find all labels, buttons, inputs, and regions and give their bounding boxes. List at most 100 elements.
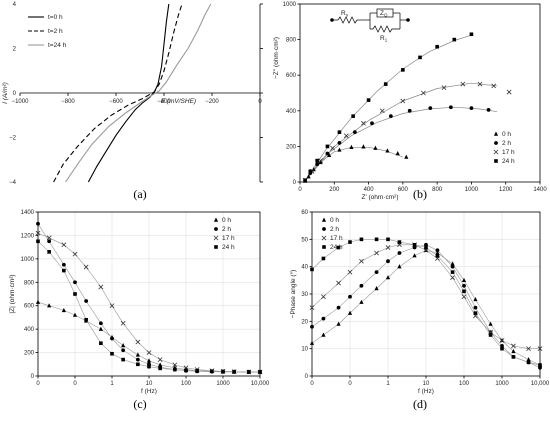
- data-point: [173, 367, 177, 372]
- data-point: [110, 351, 114, 356]
- y-tick-label: 200: [24, 351, 35, 357]
- legend-label: t=24 h: [48, 42, 67, 49]
- data-point: [450, 275, 455, 280]
- data-point: [306, 174, 311, 179]
- data-point: [386, 259, 390, 264]
- legend-marker: [494, 159, 498, 163]
- equivalent-circuit-inset: Rs ZQ R1: [330, 8, 410, 43]
- data-point: [473, 305, 478, 310]
- data-point: [366, 98, 371, 102]
- data-point: [361, 120, 366, 126]
- data-point: [373, 145, 378, 150]
- y-tick-label: 0: [293, 180, 297, 186]
- legend-marker: [321, 217, 327, 222]
- y-tick-label: 1000: [283, 2, 297, 8]
- data-point: [336, 280, 341, 286]
- data-point: [210, 369, 214, 374]
- x-tick-label: 0: [298, 187, 302, 193]
- data-point: [158, 366, 162, 371]
- data-point: [370, 121, 374, 126]
- data-point: [61, 262, 66, 267]
- y-axis-label: |Z| (ohm·cm²): [9, 274, 16, 313]
- data-point: [435, 248, 440, 253]
- data-point: [359, 283, 364, 288]
- data-point: [488, 333, 493, 337]
- data-point: [120, 320, 126, 326]
- x-tick-label: 1200: [499, 187, 513, 193]
- data-point: [347, 310, 353, 315]
- data-point: [310, 324, 314, 329]
- data-point: [309, 305, 315, 311]
- data-point: [315, 158, 319, 163]
- y-tick-label: 0: [13, 91, 17, 97]
- data-point: [98, 284, 104, 290]
- data-point: [315, 162, 320, 167]
- y-axis-label: −Z'' (ohm·cm²): [273, 37, 280, 79]
- y-tick-label: −4: [9, 180, 17, 186]
- y-tick-label: 50: [301, 237, 308, 243]
- data-point: [348, 240, 352, 244]
- legend-label: 17 h: [222, 235, 235, 242]
- data-point: [61, 307, 66, 313]
- data-point: [83, 264, 89, 270]
- data-point: [221, 369, 225, 374]
- x-tick-label: 600: [398, 187, 409, 193]
- data-point: [450, 264, 455, 269]
- data-point: [374, 286, 379, 291]
- data-point: [321, 332, 326, 337]
- legend-label: t=0 h: [48, 14, 63, 21]
- legend-label: 24 h: [330, 244, 343, 251]
- legend-label: 0 h: [222, 217, 231, 224]
- series-line-t24h: [65, 3, 212, 183]
- data-point: [318, 158, 323, 164]
- data-point: [537, 346, 543, 352]
- data-point: [407, 108, 412, 113]
- data-point: [538, 363, 542, 367]
- data-point: [379, 108, 385, 114]
- data-point: [146, 350, 152, 355]
- y-tick-label: 40: [301, 265, 308, 271]
- resistor-rs-label: Rs: [341, 10, 349, 18]
- y-tick-label: −2: [9, 136, 17, 142]
- data-point: [61, 242, 67, 248]
- legend-label: 0 h: [502, 131, 511, 138]
- data-point: [461, 277, 467, 283]
- data-point: [349, 144, 354, 149]
- data-point: [46, 235, 52, 241]
- legend-marker: [322, 245, 326, 249]
- y-axis-label: I (A/m²): [2, 82, 9, 104]
- data-point: [36, 239, 40, 244]
- data-point: [450, 261, 455, 266]
- data-point: [511, 343, 516, 349]
- data-point: [397, 240, 402, 244]
- data-point: [359, 299, 364, 304]
- data-point: [195, 369, 199, 373]
- data-point: [36, 221, 40, 226]
- data-point: [62, 268, 66, 273]
- data-point: [491, 83, 497, 89]
- cpe-zq-label: ZQ: [380, 10, 388, 18]
- data-point: [450, 270, 455, 274]
- x-axis-label: f (Hz): [141, 388, 157, 395]
- data-point: [47, 239, 52, 244]
- data-point: [35, 230, 41, 236]
- data-point: [325, 144, 330, 149]
- y-tick-label: 800: [24, 280, 35, 286]
- data-point: [157, 357, 163, 362]
- data-point: [327, 152, 332, 157]
- data-point: [500, 346, 504, 351]
- x-axis-label: Z' (ohm·cm²): [362, 194, 399, 201]
- resistor-rs-symbol: [337, 16, 358, 24]
- plot-area-frame: [299, 3, 541, 183]
- data-point: [343, 133, 349, 139]
- x-tick-label: 10: [423, 381, 430, 387]
- y-tick-label: 800: [286, 38, 297, 44]
- legend-marker: [493, 149, 499, 155]
- legend-marker: [214, 245, 218, 249]
- data-point: [147, 364, 151, 369]
- legend-marker: [493, 131, 499, 136]
- y-tick-label: 30: [301, 292, 308, 298]
- data-point: [321, 316, 326, 321]
- caption-b: (b): [413, 187, 427, 201]
- y-tick-label: 2: [13, 47, 17, 53]
